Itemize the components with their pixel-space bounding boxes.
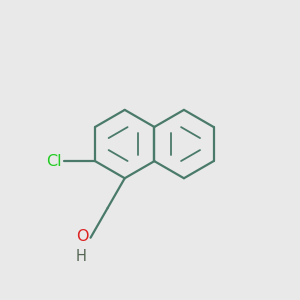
Text: H: H	[76, 249, 87, 264]
Text: Cl: Cl	[46, 154, 62, 169]
Text: O: O	[76, 229, 88, 244]
